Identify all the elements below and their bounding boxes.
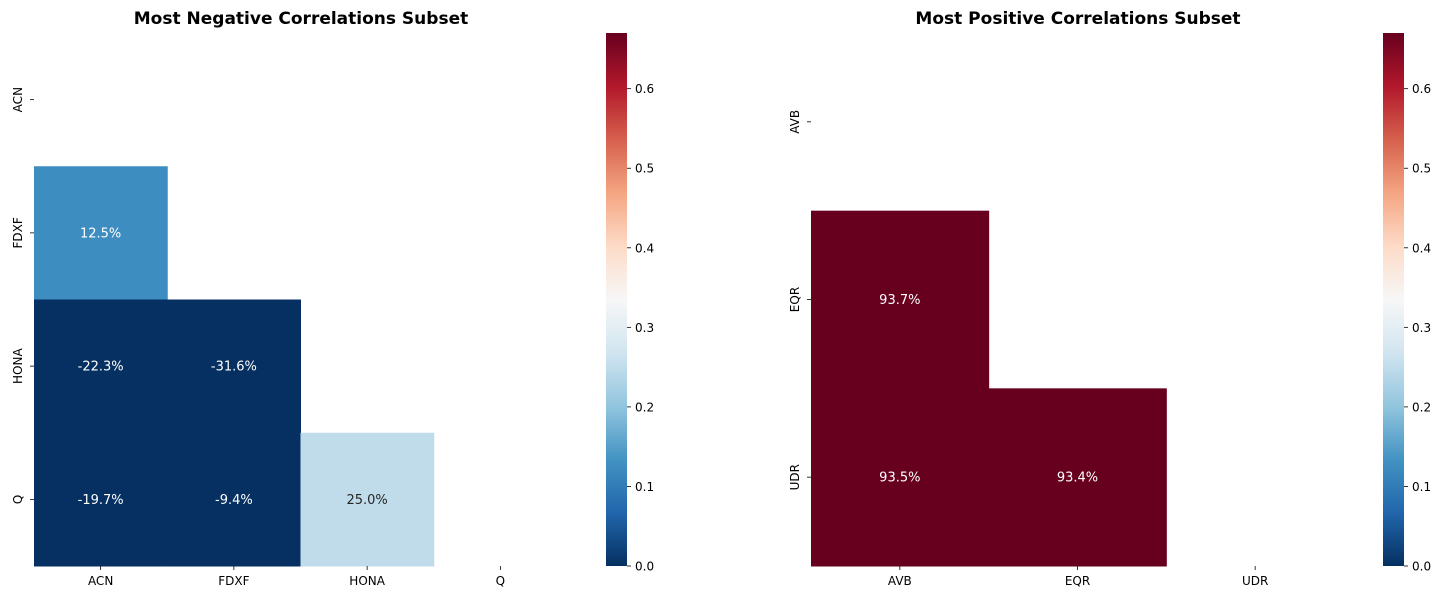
pos-cell-annotation-2-1: 93.4%: [1057, 471, 1098, 486]
neg-colorbar-tick-label: 0.2: [635, 400, 654, 414]
neg-colorbar-tick-label: 0.4: [635, 241, 654, 255]
neg-x-tick-label-q: Q: [496, 574, 505, 588]
pos-y-tick-label-avb: AVB: [788, 110, 802, 134]
neg-colorbar-tick-label: 0.5: [635, 162, 654, 176]
neg-heatmap-cell-2-0: [34, 299, 168, 434]
neg-colorbar-tick-label: 0.6: [635, 82, 654, 96]
neg-y-tick-label-q: Q: [11, 495, 25, 504]
neg-y-tick-label-acn: ACN: [11, 87, 25, 112]
neg-cell-annotation-3-1: -9.4%: [215, 493, 253, 508]
pos-colorbar-tick-label: 0.1: [1412, 480, 1431, 494]
pos-colorbar-tick-label: 0.5: [1412, 162, 1431, 176]
neg-x-tick-label-fdxf: FDXF: [218, 574, 249, 588]
pos-x-tick-label-udr: UDR: [1242, 574, 1268, 588]
pos-colorbar-tick-label: 0.0: [1412, 560, 1431, 574]
pos-y-tick-label-eqr: EQR: [788, 287, 802, 312]
neg-heatmap-cell-3-2: [300, 432, 435, 567]
neg-cell-annotation-3-2: 25.0%: [346, 493, 387, 508]
pos-colorbar-tick-label: 0.6: [1412, 82, 1431, 96]
neg-heatmap-cell-3-1: [167, 432, 301, 567]
pos-x-tick-label-avb: AVB: [888, 574, 912, 588]
pos-heatmap-cell-2-0: [811, 388, 990, 567]
neg-colorbar-tick-label: 0.3: [635, 321, 654, 335]
pos-chart-title: Most Positive Correlations Subset: [915, 9, 1240, 29]
pos-cell-annotation-2-0: 93.5%: [879, 471, 920, 486]
neg-cell-annotation-2-0: -22.3%: [78, 360, 124, 375]
neg-x-tick-label-acn: ACN: [88, 574, 113, 588]
pos-colorbar-tick-label: 0.4: [1412, 241, 1431, 255]
pos-heatmap-cell-1-0: [811, 210, 990, 389]
neg-heatmap-cell-1-0: [34, 166, 168, 300]
pos-x-tick-label-eqr: EQR: [1065, 574, 1090, 588]
neg-colorbar-tick-label: 0.0: [635, 560, 654, 574]
neg-heatmap-cell-2-1: [167, 299, 301, 434]
pos-colorbar-tick-label: 0.3: [1412, 321, 1431, 335]
neg-y-tick-label-fdxf: FDXF: [11, 217, 25, 248]
neg-x-tick-label-hona: HONA: [349, 574, 385, 588]
neg-heatmap-cell-3-0: [34, 432, 168, 567]
neg-y-tick-label-hona: HONA: [11, 348, 25, 384]
pos-y-tick-label-udr: UDR: [788, 464, 802, 490]
neg-cell-annotation-2-1: -31.6%: [211, 360, 257, 375]
neg-colorbar-tick-label: 0.1: [635, 480, 654, 494]
pos-colorbar-tick-label: 0.2: [1412, 400, 1431, 414]
pos-cell-annotation-1-0: 93.7%: [879, 293, 920, 308]
pos-colorbar: [1383, 33, 1404, 566]
neg-chart-title: Most Negative Correlations Subset: [134, 9, 468, 29]
neg-cell-annotation-3-0: -19.7%: [78, 493, 124, 508]
neg-colorbar: [606, 33, 627, 566]
pos-heatmap-cell-2-1: [988, 388, 1167, 567]
neg-cell-annotation-1-0: 12.5%: [80, 226, 121, 241]
